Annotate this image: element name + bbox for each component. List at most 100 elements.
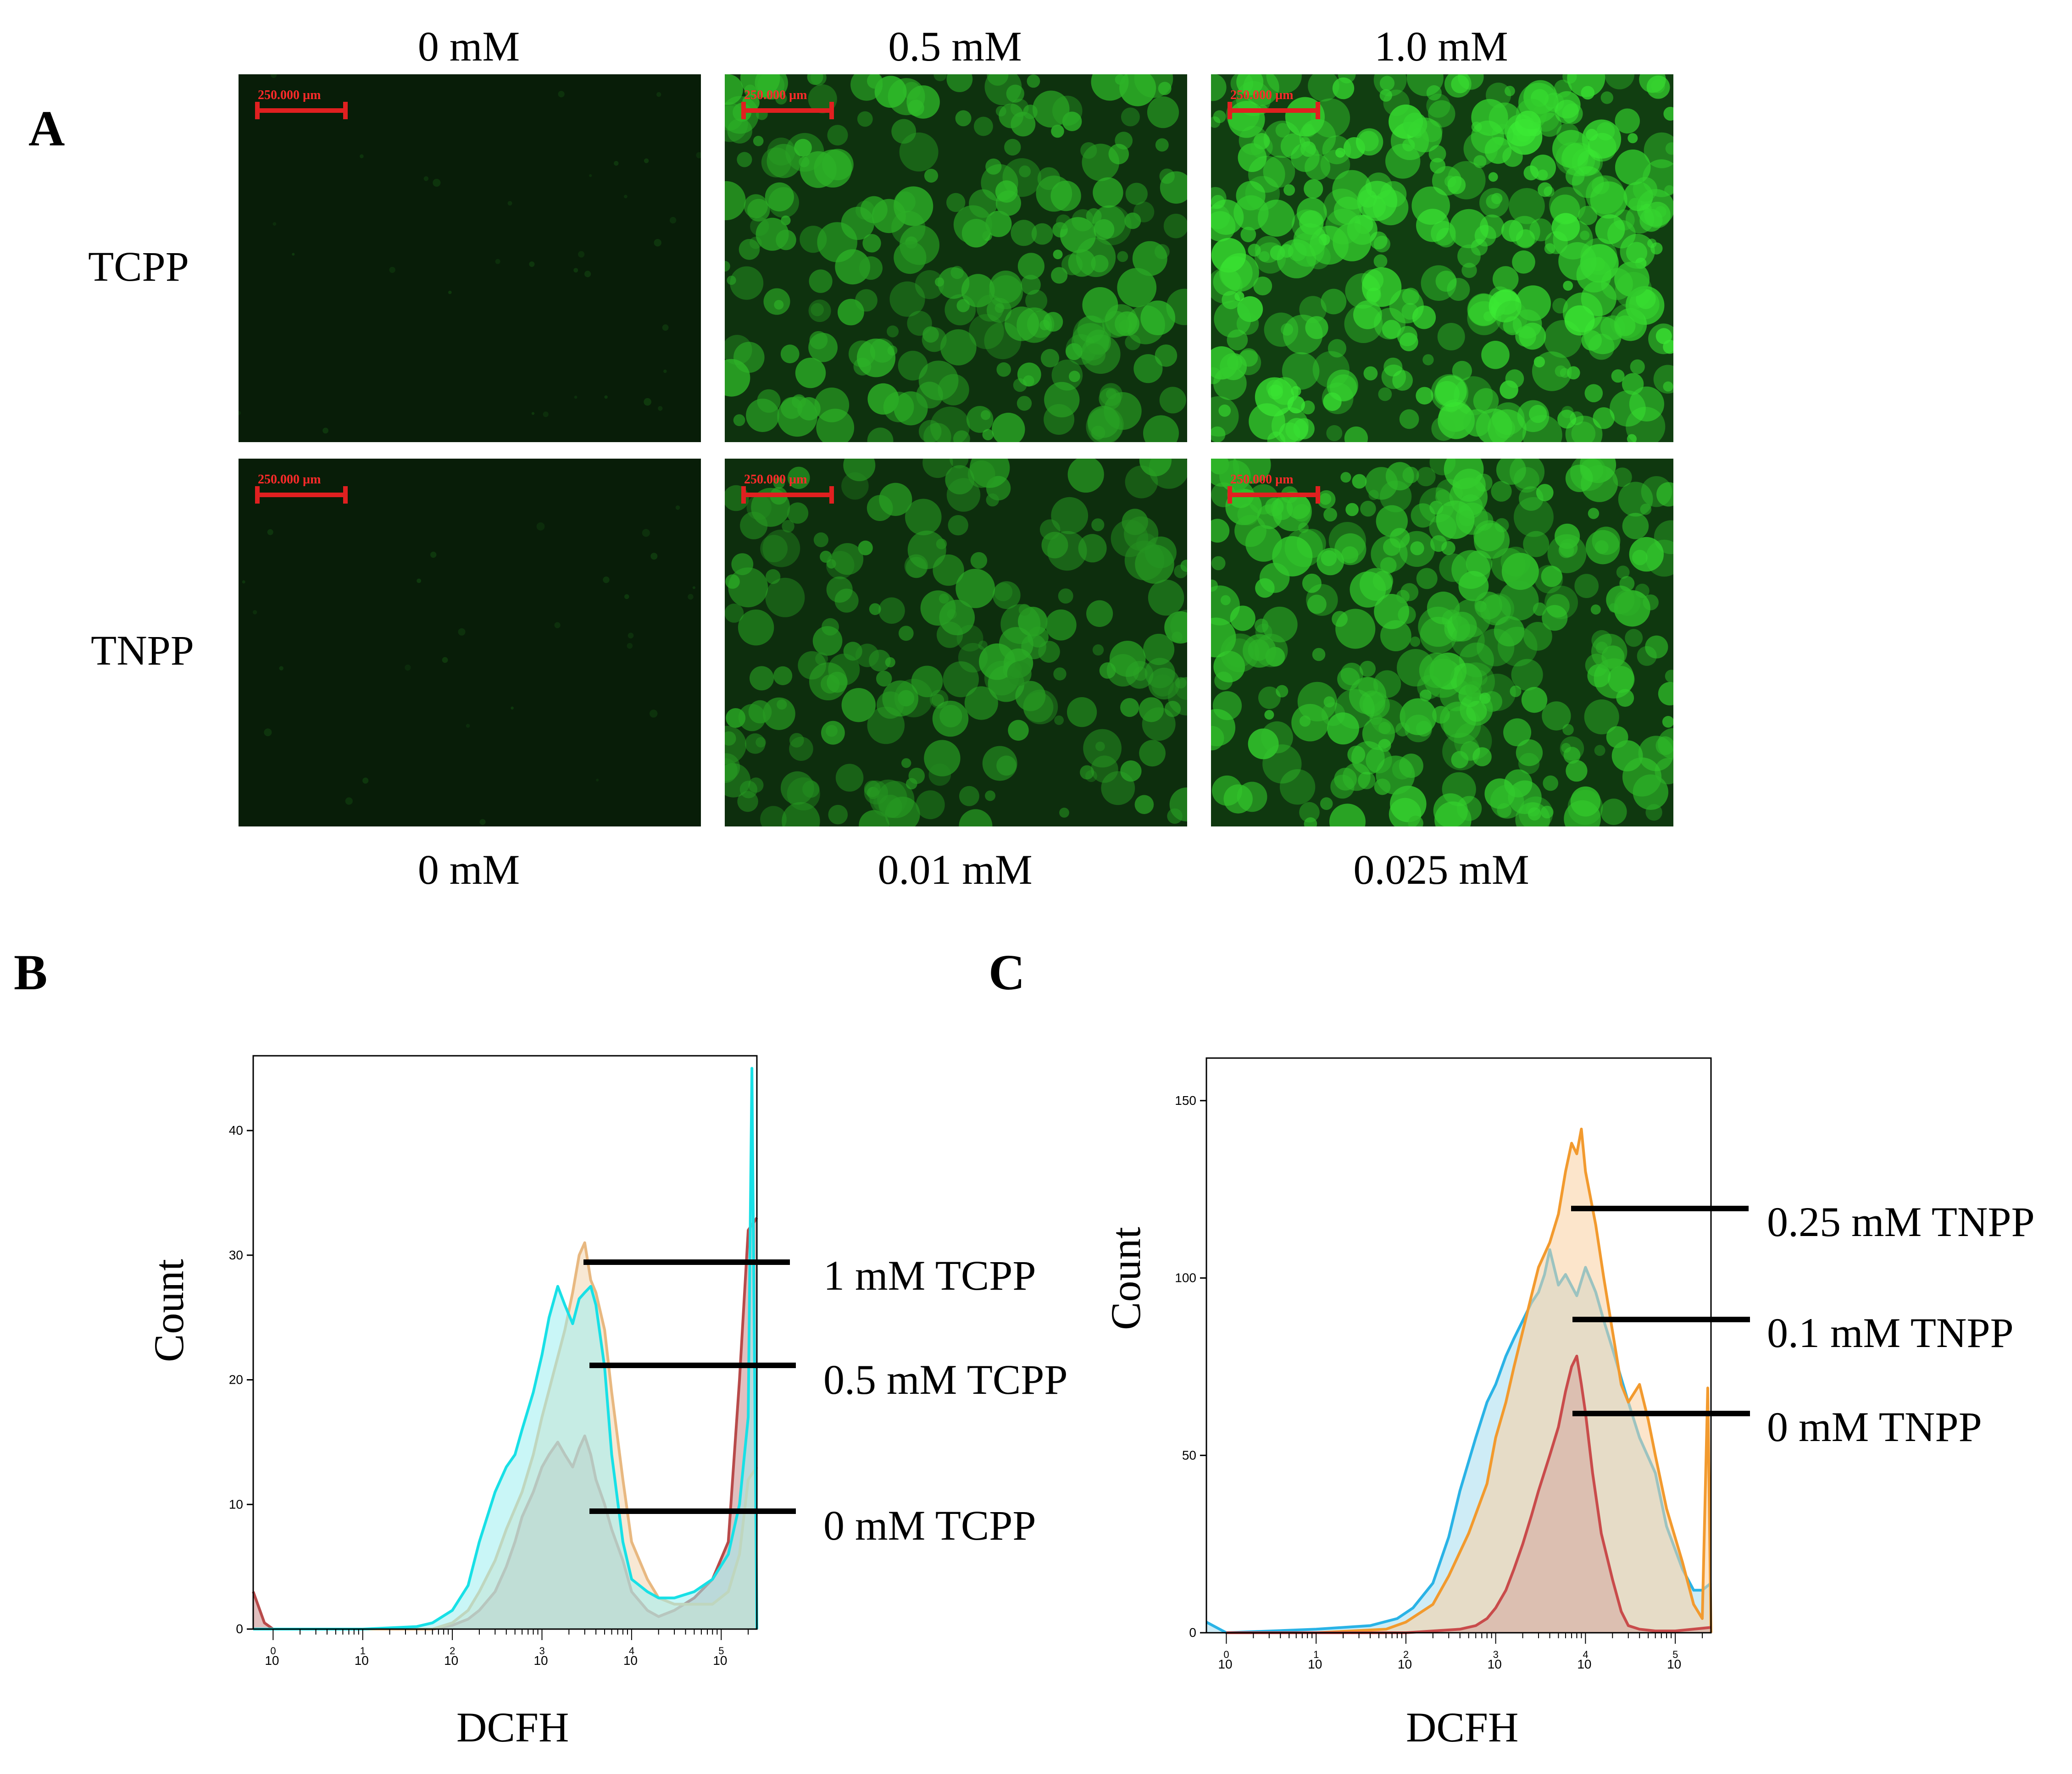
legend-label-b-2: 0.5 mM TCPP bbox=[823, 1356, 1068, 1403]
panel-a-letter: A bbox=[28, 100, 65, 156]
x-axis-title-b: DCFH bbox=[456, 1704, 569, 1751]
top-concentration-label-3: 1.0 mM bbox=[1374, 23, 1508, 70]
x-tick-exponent: 1 bbox=[1313, 1649, 1319, 1660]
x-tick-label: 10 bbox=[355, 1653, 369, 1668]
scale-bar-label: 250.000 µm bbox=[744, 472, 807, 487]
y-tick-label: 20 bbox=[229, 1373, 243, 1387]
micrograph-tnpp-1: 250.000 µm bbox=[239, 459, 701, 826]
scale-bar-line bbox=[741, 486, 746, 504]
y-tick-label: 40 bbox=[229, 1123, 243, 1137]
scale-bar: 250.000 µm bbox=[741, 472, 835, 504]
micrograph-tcpp-3: 250.000 µm bbox=[1211, 74, 1673, 442]
x-tick-exponent: 4 bbox=[1583, 1649, 1588, 1660]
panel-c-letter: C bbox=[989, 944, 1025, 1000]
top-concentration-label-2: 0.5 mM bbox=[888, 23, 1022, 70]
x-tick-label: 10 bbox=[713, 1653, 727, 1668]
legend-label-c-2: 0.1 mM TNPP bbox=[1767, 1309, 2014, 1356]
x-tick-label: 10 bbox=[1308, 1657, 1322, 1671]
y-axis-title-c: Count bbox=[1102, 1227, 1149, 1330]
scale-bar: 250.000 µm bbox=[255, 472, 349, 504]
legend-label-b-3: 0 mM TCPP bbox=[823, 1502, 1036, 1549]
x-tick-label: 10 bbox=[1488, 1657, 1502, 1671]
x-tick-exponent: 3 bbox=[1493, 1649, 1499, 1660]
panel-b-letter: B bbox=[14, 944, 48, 1000]
scale-bar-line bbox=[829, 486, 834, 504]
y-tick-label: 100 bbox=[1175, 1271, 1196, 1285]
scale-bar-label: 250.000 µm bbox=[1230, 88, 1294, 102]
plot-frame bbox=[252, 1055, 758, 1630]
y-tick-label: 10 bbox=[229, 1497, 243, 1511]
x-tick-exponent: 2 bbox=[450, 1645, 455, 1657]
scale-bar-line bbox=[1228, 493, 1319, 497]
scale-bar: 250.000 µm bbox=[1228, 88, 1322, 120]
scale-bar-line bbox=[255, 493, 347, 497]
x-tick-exponent: 5 bbox=[718, 1645, 724, 1657]
x-tick-label: 10 bbox=[1577, 1657, 1591, 1671]
bottom-concentration-label-2: 0.01 mM bbox=[878, 846, 1033, 893]
scale-bar-line bbox=[1228, 486, 1232, 504]
scale-bar-line bbox=[255, 108, 347, 113]
micrograph-tnpp-2: 250.000 µm bbox=[725, 459, 1187, 826]
scale-bar: 250.000 µm bbox=[255, 88, 349, 120]
scale-bar-line bbox=[255, 102, 260, 119]
scale-bar-label: 250.000 µm bbox=[258, 88, 321, 102]
x-tick-exponent: 0 bbox=[1223, 1649, 1229, 1660]
scale-bar-label: 250.000 µm bbox=[1230, 472, 1294, 487]
scale-bar-line bbox=[255, 486, 260, 504]
scale-bar-line bbox=[1316, 486, 1320, 504]
micrograph-tcpp-1: 250.000 µm bbox=[239, 74, 701, 442]
top-concentration-label-1: 0 mM bbox=[417, 23, 520, 70]
x-tick-label: 10 bbox=[1667, 1657, 1681, 1671]
y-tick-label: 30 bbox=[229, 1248, 243, 1262]
scale-bar-label: 250.000 µm bbox=[258, 472, 321, 487]
series-fill-0-25-mm-tnpp bbox=[1226, 1129, 1711, 1633]
scale-bar-line bbox=[741, 108, 833, 113]
scale-bar-line bbox=[829, 102, 834, 119]
scale-bar-line bbox=[343, 486, 348, 504]
series-fill-0-mm-tnpp bbox=[1226, 1356, 1711, 1633]
series-line-0-25-mm-tnpp bbox=[1226, 1127, 1712, 1634]
x-tick-exponent: 5 bbox=[1672, 1649, 1678, 1660]
scale-bar-line bbox=[1228, 102, 1232, 119]
scale-bar: 250.000 µm bbox=[1228, 472, 1322, 504]
x-tick-exponent: 2 bbox=[1403, 1649, 1409, 1660]
x-tick-label: 10 bbox=[623, 1653, 638, 1668]
x-tick-label: 10 bbox=[265, 1653, 279, 1668]
y-tick-label: 50 bbox=[1182, 1448, 1196, 1462]
plot-frame bbox=[1205, 1057, 1712, 1634]
scale-bar-line bbox=[741, 102, 746, 119]
series-fill-0-5-mm-tcpp bbox=[253, 1068, 757, 1629]
y-tick-label: 0 bbox=[1189, 1625, 1196, 1640]
x-tick-label: 10 bbox=[1218, 1657, 1232, 1671]
scale-bar-label: 250.000 µm bbox=[744, 88, 807, 102]
series-line-0-mm-tnpp bbox=[1226, 1354, 1711, 1634]
legend-label-b-1: 1 mM TCPP bbox=[823, 1252, 1036, 1299]
x-tick-exponent: 0 bbox=[270, 1645, 276, 1657]
x-tick-exponent: 3 bbox=[539, 1645, 544, 1657]
x-tick-label: 10 bbox=[1398, 1657, 1412, 1671]
scale-bar-line bbox=[741, 493, 833, 497]
scale-bar-line bbox=[1316, 102, 1320, 119]
scale-bar: 250.000 µm bbox=[741, 88, 835, 120]
y-tick-label: 0 bbox=[236, 1622, 243, 1636]
legend-label-c-1: 0.25 mM TNPP bbox=[1767, 1198, 2035, 1245]
scale-bar-line bbox=[1228, 108, 1319, 113]
bottom-concentration-label-1: 0 mM bbox=[417, 846, 520, 893]
x-tick-label: 10 bbox=[533, 1653, 548, 1668]
row-label-tcpp: TCPP bbox=[88, 243, 189, 290]
scale-bar-line bbox=[343, 102, 348, 119]
x-tick-label: 10 bbox=[444, 1653, 458, 1668]
bottom-concentration-label-3: 0.025 mM bbox=[1353, 846, 1529, 893]
y-tick-label: 150 bbox=[1175, 1093, 1196, 1108]
series-line-0-5-mm-tcpp bbox=[253, 1067, 758, 1630]
y-axis-title-b: Count bbox=[145, 1259, 192, 1362]
x-tick-exponent: 4 bbox=[629, 1645, 634, 1657]
row-label-tnpp: TNPP bbox=[91, 627, 194, 674]
micrograph-tnpp-3: 250.000 µm bbox=[1211, 459, 1673, 826]
legend-label-c-3: 0 mM TNPP bbox=[1767, 1403, 1982, 1450]
x-axis-title-c: DCFH bbox=[1406, 1704, 1519, 1751]
micrograph-tcpp-2: 250.000 µm bbox=[725, 74, 1187, 442]
x-tick-exponent: 1 bbox=[360, 1645, 366, 1657]
